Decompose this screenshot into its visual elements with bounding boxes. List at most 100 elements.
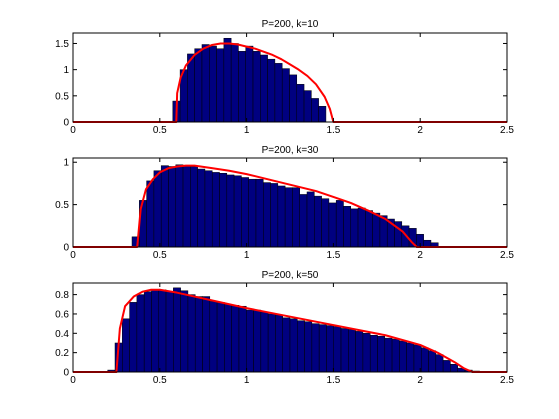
- subplot-2-bar: [197, 168, 206, 248]
- subplot-1-bar: [209, 45, 217, 123]
- subplot-3-ytick-label: 0.8: [55, 290, 69, 301]
- subplot-3-bar: [173, 287, 181, 373]
- subplot-2-bar: [306, 191, 315, 248]
- subplot-1-title: P=200, k=10: [262, 19, 319, 30]
- subplot-3-bar: [377, 335, 386, 373]
- subplot-3-bar: [289, 318, 298, 373]
- subplot-2-bar: [146, 180, 155, 248]
- subplot-3-bar: [413, 344, 422, 373]
- subplot-1-bar: [216, 48, 225, 123]
- subplot-3-bar: [136, 294, 145, 373]
- subplot-3-axes-box: [72, 282, 508, 373]
- subplot-3-bar: [428, 350, 437, 373]
- subplot-2-title: P=200, k=30: [262, 145, 319, 156]
- subplot-3-bar: [202, 296, 211, 373]
- subplot-2-bar: [160, 165, 169, 248]
- subplot-3-bar: [333, 326, 342, 373]
- subplot-2-bar: [233, 175, 242, 248]
- subplot-3-xtick-label: 2: [417, 375, 423, 386]
- subplot-2-bar: [292, 187, 300, 248]
- subplot-2-ytick-label: 1: [63, 158, 69, 169]
- subplot-2-bar: [350, 208, 359, 248]
- subplot-3-bar: [326, 325, 334, 373]
- subplot-2-bar: [270, 183, 279, 248]
- subplot-1-bar: [281, 68, 290, 123]
- subplot-3-bar: [311, 323, 320, 373]
- subplot-3-bar: [391, 338, 400, 373]
- subplot-3-xtick-label: 2.5: [500, 375, 514, 386]
- subplot-3-bar: [318, 324, 327, 373]
- subplot-2-bar: [423, 239, 432, 248]
- subplot-3-bar: [420, 347, 429, 373]
- subplot-3-ytick-label: 0: [63, 368, 69, 379]
- subplot-3-bar: [158, 289, 167, 373]
- subplot-2-xtick-label: 2: [417, 250, 423, 261]
- subplot-3-xtick-label: 0: [70, 375, 76, 386]
- subplot-1-ytick-label: 0: [63, 118, 69, 129]
- subplot-3-bar: [260, 311, 269, 373]
- subplot-3-bar: [282, 317, 291, 373]
- subplot-1-axes-box: [72, 32, 508, 123]
- subplot-2-bar: [299, 194, 308, 248]
- subplot-2-bar: [219, 173, 228, 248]
- subplot-3-bar: [165, 291, 174, 373]
- subplot-3-bar: [399, 340, 407, 373]
- subplot-2-xtick-label: 1.5: [326, 250, 340, 261]
- subplot-3-bar: [129, 302, 138, 373]
- subplot-2-bar: [321, 198, 330, 248]
- subplot-3-xtick-label: 0.5: [153, 375, 167, 386]
- subplot-1-bar: [318, 106, 327, 123]
- subplot-1-bar: [267, 58, 276, 123]
- subplot-2-bar: [328, 202, 337, 248]
- subplot-1-xtick-label: 1: [244, 125, 250, 136]
- subplot-1-xtick-label: 2: [417, 125, 423, 136]
- subplot-3-bar: [231, 305, 240, 373]
- subplot-2-xtick-label: 1: [244, 250, 250, 261]
- subplot-3-bar: [297, 320, 305, 373]
- subplot-2-bar: [284, 187, 293, 248]
- subplot-3-bar: [238, 305, 247, 373]
- subplot-1-bar: [289, 74, 298, 123]
- subplot-2-bar: [182, 165, 191, 248]
- subplot-2-bar: [168, 166, 177, 248]
- subplot-1-plot: 0 0.5 1 1.5 2 2.5 0 0.5 1 1.5: [55, 32, 514, 136]
- subplot-2-xtick-label: 0: [70, 250, 76, 261]
- subplot-3-bar: [180, 290, 189, 373]
- subplot-2-bar: [175, 164, 184, 248]
- subplot-3-ytick-label: 0.4: [55, 329, 69, 340]
- subplot-3-bar: [450, 364, 458, 373]
- subplot-3-title: P=200, k=50: [262, 270, 319, 281]
- subplot-1-bar: [260, 54, 268, 123]
- subplot-2: P=200, k=30 0 0.5 1 1.5 2 2.5 0 0.5 1: [55, 145, 514, 261]
- subplot-2-ytick-label: 0: [63, 243, 69, 254]
- subplot-3-xtick-label: 1.5: [326, 375, 340, 386]
- subplot-3-bar: [253, 309, 262, 373]
- subplot-3-bar: [224, 304, 232, 373]
- subplot-3-ytick-label: 0.2: [55, 348, 69, 359]
- subplot-1-bar: [201, 44, 210, 123]
- subplot-2-bar: [343, 206, 352, 248]
- subplot-2-ytick-label: 0.5: [55, 200, 69, 211]
- subplot-3-bar: [122, 318, 130, 373]
- subplot-2-bar: [226, 174, 235, 248]
- subplot-2-plot: 0 0.5 1 1.5 2 2.5 0 0.5 1: [55, 157, 514, 261]
- subplot-1-bar: [296, 84, 305, 123]
- subplot-3-bar: [369, 334, 378, 373]
- subplot-1-ytick-label: 1: [63, 65, 69, 76]
- subplot-3-bar: [275, 314, 283, 373]
- subplot-3-bar: [340, 328, 349, 373]
- subplot-2-bar: [357, 207, 366, 248]
- subplot-3-bar: [209, 301, 218, 373]
- subplot-2-bar: [248, 178, 257, 248]
- subplot-2-bar: [365, 210, 373, 248]
- subplot-3-bar: [194, 296, 203, 373]
- subplot-3-bar: [406, 342, 415, 373]
- subplot-2-bar: [190, 166, 198, 248]
- subplot-1-bar: [311, 98, 319, 123]
- subplot-1-xtick-label: 0: [70, 125, 76, 136]
- subplot-3-bar: [355, 331, 364, 373]
- subplot-1-bar: [223, 37, 232, 123]
- subplot-3-bar: [442, 360, 451, 373]
- subplot-1-ytick-label: 1.5: [55, 39, 69, 50]
- subplot-2-bar: [241, 177, 249, 248]
